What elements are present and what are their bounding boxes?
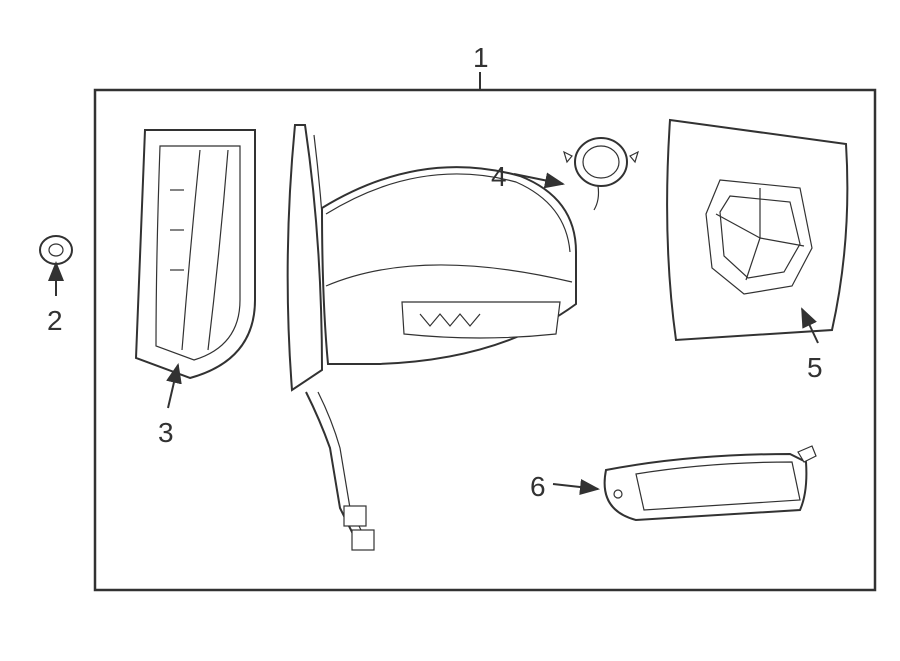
part-turn-signal-lamp — [605, 446, 816, 520]
part-grommet — [40, 236, 72, 264]
callout-label-4: 4 — [491, 163, 507, 191]
part-mirror-glass — [667, 120, 847, 340]
diagram-svg — [0, 0, 900, 661]
callout-label-2: 2 — [47, 307, 63, 335]
diagram-stage: 1 2 3 4 5 6 — [0, 0, 900, 661]
callout-label-1: 1 — [473, 44, 489, 72]
callout-label-6: 6 — [530, 473, 546, 501]
callout-label-3: 3 — [158, 419, 174, 447]
part-trim-cover — [136, 130, 255, 378]
part-actuator — [564, 138, 638, 210]
callout-label-5: 5 — [807, 354, 823, 382]
